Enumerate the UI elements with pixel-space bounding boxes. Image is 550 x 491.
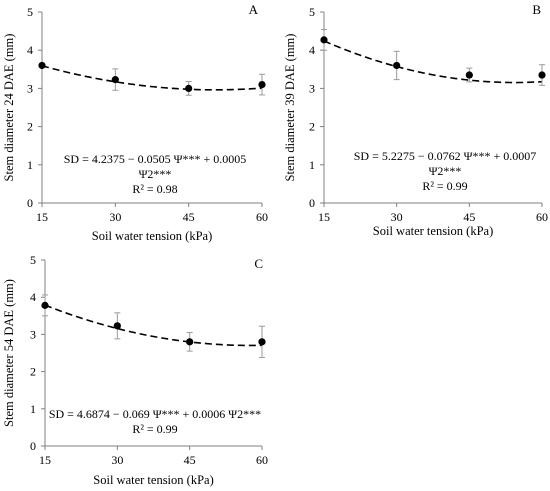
panel-label: A <box>249 2 259 17</box>
y-tick-label: 3 <box>27 81 33 95</box>
data-point <box>111 76 119 84</box>
y-axis-label: Stem diameter 24 DAE (mm) <box>2 34 16 182</box>
data-point <box>113 322 121 330</box>
x-tick-label: 30 <box>391 210 403 224</box>
y-tick-label: 2 <box>27 120 33 134</box>
data-point <box>38 61 46 70</box>
data-point <box>393 61 401 70</box>
y-tick-label: 0 <box>30 439 36 453</box>
data-point <box>258 338 266 346</box>
r-squared-label: R² = 0.99 <box>422 179 467 193</box>
fit-curve <box>44 304 263 347</box>
r-squared-label: R² = 0.99 <box>132 422 177 436</box>
data-point <box>320 36 328 44</box>
y-axis-label: Stem diameter 54 DAE (mm) <box>2 279 16 427</box>
x-tick-label: 60 <box>256 210 268 224</box>
x-tick-label: 45 <box>183 210 195 224</box>
y-tick-label: 5 <box>309 5 315 19</box>
y-tick-label: 1 <box>27 158 33 172</box>
panel-label: B <box>532 2 541 17</box>
y-tick-label: 0 <box>27 196 33 210</box>
x-tick-label: 30 <box>109 210 121 224</box>
regression-equation: Ψ2*** <box>429 164 462 178</box>
y-tick-label: 1 <box>30 402 36 416</box>
fit-curve <box>323 40 543 84</box>
y-tick-label: 2 <box>30 365 36 379</box>
y-axis-label: Stem diameter 39 DAE (mm) <box>283 34 297 182</box>
regression-equation: SD = 5.2275 − 0.0762 Ψ*** + 0.0007 <box>354 149 537 163</box>
x-tick-label: 60 <box>256 453 268 467</box>
y-tick-label: 2 <box>309 120 315 134</box>
data-point <box>465 71 473 79</box>
fit-curve <box>41 64 263 91</box>
data-point <box>258 80 266 89</box>
data-point <box>185 84 193 92</box>
y-tick-label: 3 <box>309 81 315 95</box>
x-axis-label: Soil water tension (kPa) <box>92 229 212 243</box>
regression-equation: SD = 4.2375 − 0.0505 Ψ*** + 0.0005 <box>64 152 247 166</box>
y-tick-label: 5 <box>27 5 33 19</box>
x-axis-label: Soil water tension (kPa) <box>373 224 493 238</box>
regression-equation: SD = 4.6874 − 0.069 Ψ*** + 0.0006 Ψ2*** <box>49 407 261 421</box>
regression-equation: Ψ2*** <box>139 167 172 181</box>
x-tick-label: 15 <box>318 210 330 224</box>
x-tick-label: 15 <box>39 453 51 467</box>
y-tick-label: 4 <box>27 43 33 57</box>
y-tick-label: 4 <box>309 43 315 57</box>
x-tick-label: 60 <box>536 210 548 224</box>
data-point <box>186 338 194 346</box>
y-tick-label: 5 <box>30 253 36 267</box>
data-point <box>538 71 546 79</box>
y-tick-label: 4 <box>30 290 36 304</box>
y-tick-label: 1 <box>309 158 315 172</box>
x-tick-label: 30 <box>111 453 123 467</box>
x-tick-label: 15 <box>36 210 48 224</box>
panel-label: C <box>254 256 263 271</box>
x-tick-label: 45 <box>463 210 475 224</box>
x-tick-label: 45 <box>184 453 196 467</box>
y-tick-label: 3 <box>30 327 36 341</box>
y-tick-label: 0 <box>309 196 315 210</box>
data-point <box>41 301 49 309</box>
r-squared-label: R² = 0.98 <box>132 182 177 196</box>
x-axis-label: Soil water tension (kPa) <box>93 473 213 487</box>
